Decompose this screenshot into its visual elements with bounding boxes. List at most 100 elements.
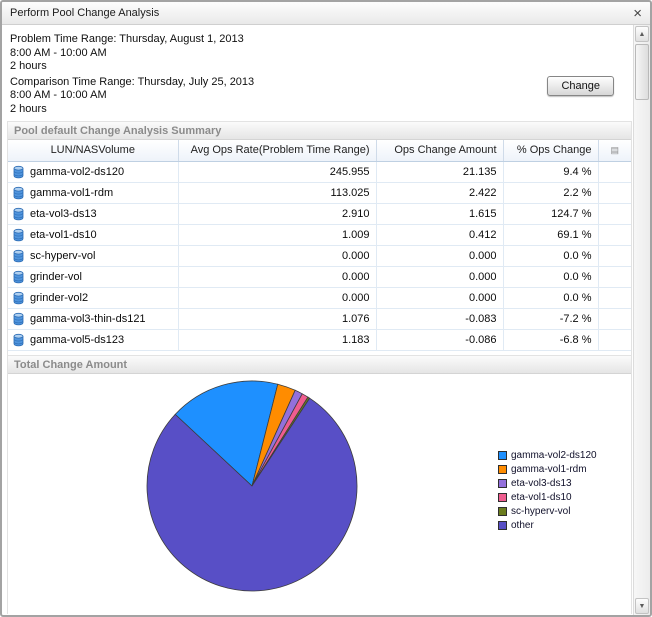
cell-spacer (598, 308, 631, 330)
window-title: Perform Pool Change Analysis (10, 7, 160, 19)
legend: gamma-vol2-ds120 gamma-vol1-rdm eta-vol3-d… (498, 450, 597, 534)
column-options-icon[interactable]: ▤ (598, 140, 631, 162)
comparison-time-range-duration: 2 hours (10, 102, 47, 115)
problem-time-range-duration: 2 hours (10, 60, 47, 72)
scrollbar[interactable]: ▲ ▼ (633, 25, 650, 615)
volume-name: eta-vol3-ds13 (30, 207, 97, 220)
table-row[interactable]: eta-vol1-ds10 1.009 0.412 69.1 % (8, 224, 631, 246)
cell-avg-ops-rate: 2.910 (178, 203, 377, 225)
legend-item: eta-vol3-ds13 (498, 478, 597, 489)
chart-area: gamma-vol2-ds120 gamma-vol1-rdm eta-vol3-d… (8, 373, 631, 613)
comparison-time-range-label: Comparison Time Range: Thursday, July 25… (10, 75, 255, 88)
volume-icon (12, 249, 25, 263)
cell-ops-change-amount: 0.412 (376, 224, 504, 246)
legend-label: eta-vol1-ds10 (511, 491, 572, 503)
legend-label: gamma-vol2-ds120 (511, 449, 597, 461)
time-range-info: Problem Time Range: Thursday, August 1, … (2, 25, 633, 116)
legend-swatch (498, 492, 507, 502)
cell-spacer (598, 329, 631, 351)
change-button[interactable]: Change (547, 76, 614, 96)
cell-volume-name: grinder-vol2 (8, 287, 179, 309)
volume-icon (12, 207, 25, 221)
cell-pct-ops-change: 0.0 % (503, 245, 599, 267)
legend-label: other (511, 519, 534, 531)
legend-label: sc-hyperv-vol (511, 505, 571, 517)
cell-volume-name: gamma-vol5-ds123 (8, 329, 179, 351)
scroll-thumb[interactable] (635, 44, 649, 100)
volume-name: grinder-vol2 (30, 291, 89, 304)
table-row[interactable]: gamma-vol2-ds120 245.955 21.135 9.4 % (8, 161, 631, 183)
cell-pct-ops-change: 9.4 % (503, 161, 599, 183)
cell-volume-name: gamma-vol2-ds120 (8, 161, 179, 183)
volume-icon (12, 312, 25, 326)
cell-volume-name: eta-vol3-ds13 (8, 203, 179, 225)
legend-swatch (498, 478, 507, 488)
cell-pct-ops-change: 0.0 % (503, 266, 599, 288)
cell-ops-change-amount: 1.615 (376, 203, 504, 225)
cell-volume-name: gamma-vol1-rdm (8, 182, 179, 204)
table-row[interactable]: gamma-vol1-rdm 113.025 2.422 2.2 % (8, 182, 631, 204)
cell-avg-ops-rate: 245.955 (178, 161, 377, 183)
cell-spacer (598, 182, 631, 204)
summary-table-body: gamma-vol2-ds120 245.955 21.135 9.4 % gamma-… (8, 161, 631, 351)
cell-ops-change-amount: 0.000 (376, 287, 504, 309)
volume-icon (12, 186, 25, 200)
table-row[interactable]: gamma-vol5-ds123 1.183 -0.086 -6.8 % (8, 329, 631, 351)
summary-table: LUN/NASVolume Avg Ops Rate(Problem Time … (8, 140, 631, 351)
problem-time-range-hours: 8:00 AM - 10:00 AM (10, 46, 107, 59)
table-row[interactable]: eta-vol3-ds13 2.910 1.615 124.7 % (8, 203, 631, 225)
cell-avg-ops-rate: 0.000 (178, 245, 377, 267)
cell-volume-name: sc-hyperv-vol (8, 245, 179, 267)
legend-swatch (498, 520, 507, 530)
table-row[interactable]: grinder-vol2 0.000 0.000 0.0 % (8, 287, 631, 309)
col-lun-nasvolume[interactable]: LUN/NASVolume (8, 140, 179, 162)
cell-pct-ops-change: 124.7 % (503, 203, 599, 225)
cell-spacer (598, 203, 631, 225)
dialog-body: Problem Time Range: Thursday, August 1, … (2, 25, 633, 615)
section-header-summary: Pool default Change Analysis Summary (8, 121, 631, 140)
problem-time-range-label: Problem Time Range: Thursday, August 1, … (10, 33, 244, 45)
section-header-total-change: Total Change Amount (8, 354, 631, 374)
table-row[interactable]: gamma-vol3-thin-ds121 1.076 -0.083 -7.2 % (8, 308, 631, 330)
cell-ops-change-amount: 2.422 (376, 182, 504, 204)
volume-icon (12, 333, 25, 347)
cell-spacer (598, 245, 631, 267)
scroll-up-icon: ▲ (638, 30, 646, 38)
volume-name: gamma-vol5-ds123 (30, 333, 125, 346)
legend-item: sc-hyperv-vol (498, 506, 597, 517)
legend-label: eta-vol3-ds13 (511, 477, 572, 489)
cell-pct-ops-change: 0.0 % (503, 287, 599, 309)
comparison-time-range-hours: 8:00 AM - 10:00 AM (10, 89, 107, 101)
col-avg-ops-rate[interactable]: Avg Ops Rate(Problem Time Range) (178, 140, 377, 162)
cell-avg-ops-rate: 0.000 (178, 266, 377, 288)
legend-item: other (498, 520, 597, 531)
table-row[interactable]: grinder-vol 0.000 0.000 0.0 % (8, 266, 631, 288)
cell-ops-change-amount: 21.135 (376, 161, 504, 183)
cell-pct-ops-change: -6.8 % (503, 329, 599, 351)
cell-pct-ops-change: 2.2 % (503, 182, 599, 204)
volume-icon (12, 165, 25, 179)
scroll-up-button[interactable]: ▲ (635, 26, 649, 42)
cell-pct-ops-change: -7.2 % (503, 308, 599, 330)
cell-pct-ops-change: 69.1 % (503, 224, 599, 246)
cell-ops-change-amount: -0.086 (376, 329, 504, 351)
volume-name: sc-hyperv-vol (30, 249, 96, 262)
legend-swatch (498, 506, 507, 516)
scroll-down-button[interactable]: ▼ (635, 598, 649, 614)
close-icon[interactable]: × (633, 4, 642, 22)
table-row[interactable]: sc-hyperv-vol 0.000 0.000 0.0 % (8, 245, 631, 267)
cell-ops-change-amount: -0.083 (376, 308, 504, 330)
table-header-row: LUN/NASVolume Avg Ops Rate(Problem Time … (8, 140, 631, 162)
cell-volume-name: grinder-vol (8, 266, 179, 288)
cell-volume-name: eta-vol1-ds10 (8, 224, 179, 246)
col-pct-ops-change[interactable]: % Ops Change (503, 140, 599, 162)
pie-slice (146, 397, 358, 591)
volume-icon (12, 291, 25, 305)
col-ops-change-amount[interactable]: Ops Change Amount (376, 140, 504, 162)
cell-spacer (598, 224, 631, 246)
cell-ops-change-amount: 0.000 (376, 245, 504, 267)
cell-avg-ops-rate: 1.076 (178, 308, 377, 330)
pie-chart (146, 380, 358, 591)
section-gap (8, 350, 631, 355)
